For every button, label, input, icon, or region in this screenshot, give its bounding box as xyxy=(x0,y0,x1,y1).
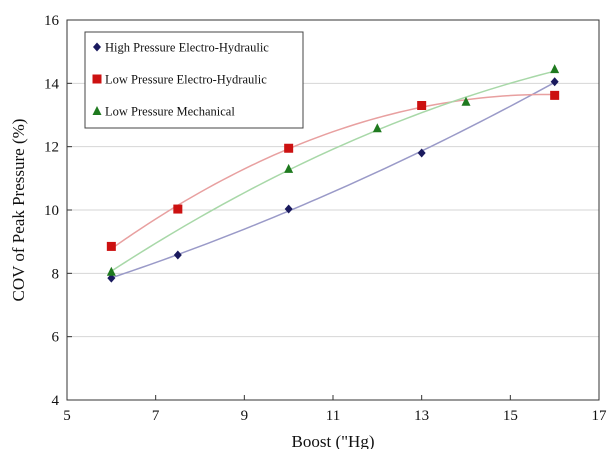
data-point-s1-3 xyxy=(417,101,427,110)
axes: 5 7 9 11 13 15 17 4 6 8 10 12 14 16 xyxy=(44,13,607,424)
data-point-s0-1 xyxy=(173,250,182,260)
x-tick-label-1: 7 xyxy=(152,408,160,424)
x-tick-label-6: 17 xyxy=(592,408,608,424)
data-point-s1-0 xyxy=(106,241,116,251)
trend-line-0 xyxy=(111,81,556,279)
data-point-s2-4 xyxy=(550,64,560,74)
x-tick-label-2: 9 xyxy=(241,408,249,424)
trend-line-2 xyxy=(110,70,555,272)
y-tick-label-6: 16 xyxy=(44,13,60,29)
data-points xyxy=(106,64,560,283)
data-point-s1-4 xyxy=(550,90,560,100)
legend-marker-2 xyxy=(92,106,102,115)
data-point-s1-2 xyxy=(284,143,294,153)
legend-marker-0 xyxy=(93,42,101,52)
y-tick-label-1: 6 xyxy=(52,330,60,346)
data-point-s0-0 xyxy=(107,273,116,283)
trend-line-1 xyxy=(110,93,555,250)
legend-label-2: Low Pressure Mechanical xyxy=(105,105,235,119)
data-point-s2-2 xyxy=(372,123,382,133)
data-point-s1-1 xyxy=(173,204,183,214)
data-point-s2-3 xyxy=(461,96,471,106)
legend: High Pressure Electro-Hydraulic Low Press… xyxy=(84,31,304,129)
data-point-s0-3 xyxy=(417,148,426,158)
legend-box xyxy=(84,31,304,129)
x-tick-label-5: 15 xyxy=(503,408,518,424)
y-tick-label-0: 4 xyxy=(52,393,60,409)
trend-lines xyxy=(110,70,556,279)
y-tick-label-3: 10 xyxy=(44,203,59,219)
x-axis-title: Boost ("Hg) xyxy=(292,432,375,449)
legend-label-0: High Pressure Electro-Hydraulic xyxy=(105,41,269,55)
y-axis-title: COV of Peak Pressure (%) xyxy=(9,119,28,302)
x-tick-label-0: 5 xyxy=(63,408,71,424)
data-point-s0-4 xyxy=(550,77,559,87)
y-tick-label-4: 12 xyxy=(44,140,59,156)
data-point-s2-0 xyxy=(106,266,116,276)
y-tick-label-2: 8 xyxy=(52,266,60,282)
x-tick-label-4: 13 xyxy=(414,408,429,424)
data-point-s2-1 xyxy=(284,163,294,173)
legend-label-1: Low Pressure Electro-Hydraulic xyxy=(105,73,267,87)
data-point-s0-2 xyxy=(284,204,293,214)
x-tick-label-3: 11 xyxy=(326,408,340,424)
legend-marker-1 xyxy=(92,74,102,84)
y-tick-label-5: 14 xyxy=(44,76,60,92)
